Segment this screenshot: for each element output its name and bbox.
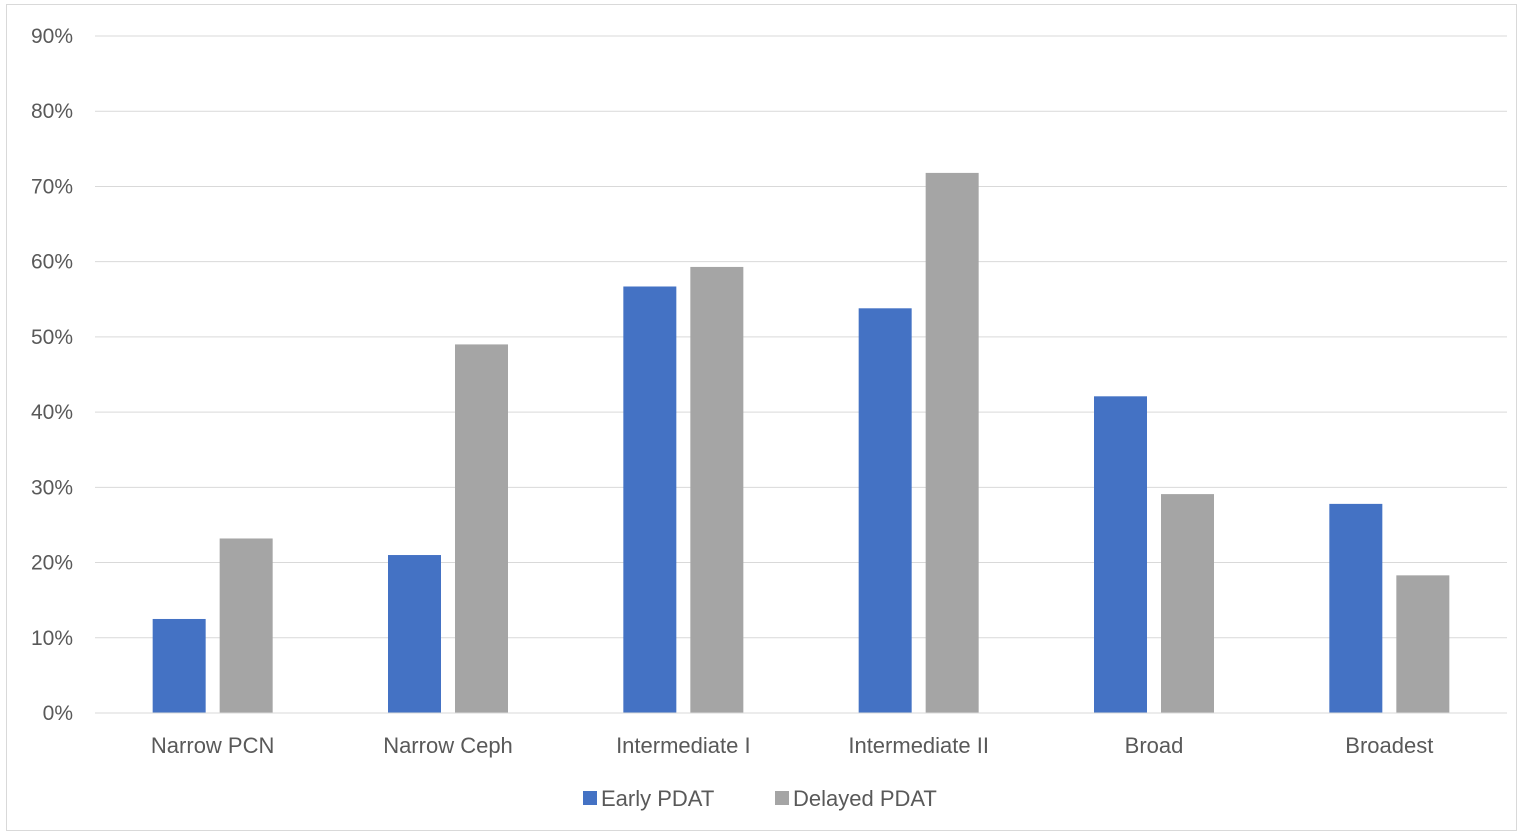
y-tick-label: 90%	[31, 25, 73, 48]
y-tick-label: 70%	[31, 175, 73, 198]
bar-early-pdat-broad	[1094, 396, 1147, 713]
bar-delayed-pdat-intermediate-ii	[925, 172, 979, 714]
bar-early-pdat-intermediate-i	[623, 286, 677, 713]
bar-early-pdat-broadest	[1329, 503, 1383, 713]
bars	[152, 172, 1450, 714]
y-axis-tick-labels: 0% 10% 20% 30% 40% 50% 60% 70% 80% 90%	[31, 25, 73, 725]
y-tick-label: 0%	[43, 702, 73, 725]
y-tick-label: 80%	[31, 100, 73, 123]
y-tick-label: 40%	[31, 401, 73, 424]
bar-early-pdat-intermediate-ii	[858, 308, 912, 713]
bar-delayed-pdat-broadest	[1396, 575, 1450, 713]
x-category-label: Narrow PCN	[151, 733, 274, 758]
bar-delayed-pdat-narrow-ceph	[455, 344, 508, 713]
bar-early-pdat-narrow-pcn	[152, 618, 206, 713]
x-category-label: Intermediate II	[848, 733, 989, 758]
x-category-label: Broad	[1125, 733, 1184, 758]
y-tick-label: 20%	[31, 552, 73, 575]
y-tick-label: 10%	[31, 627, 73, 650]
bar-delayed-pdat-broad	[1161, 494, 1214, 713]
legend: Early PDAT Delayed PDAT	[583, 786, 937, 811]
gridlines	[95, 35, 1507, 639]
bar-early-pdat-narrow-ceph	[388, 555, 441, 713]
x-axis-category-labels: Narrow PCN Narrow Ceph Intermediate I Inter…	[151, 733, 1433, 758]
bar-delayed-pdat-narrow-pcn	[219, 538, 273, 713]
legend-swatch-early-pdat	[583, 791, 597, 805]
x-category-label: Narrow Ceph	[383, 733, 513, 758]
legend-label-delayed-pdat: Delayed PDAT	[793, 786, 937, 811]
bar-delayed-pdat-intermediate-i	[690, 266, 744, 713]
x-category-label: Broadest	[1345, 733, 1433, 758]
y-tick-label: 60%	[31, 251, 73, 274]
legend-swatch-delayed-pdat	[775, 791, 789, 805]
y-tick-label: 50%	[31, 326, 73, 349]
x-category-label: Intermediate I	[616, 733, 751, 758]
y-tick-label: 30%	[31, 476, 73, 499]
legend-label-early-pdat: Early PDAT	[601, 786, 714, 811]
